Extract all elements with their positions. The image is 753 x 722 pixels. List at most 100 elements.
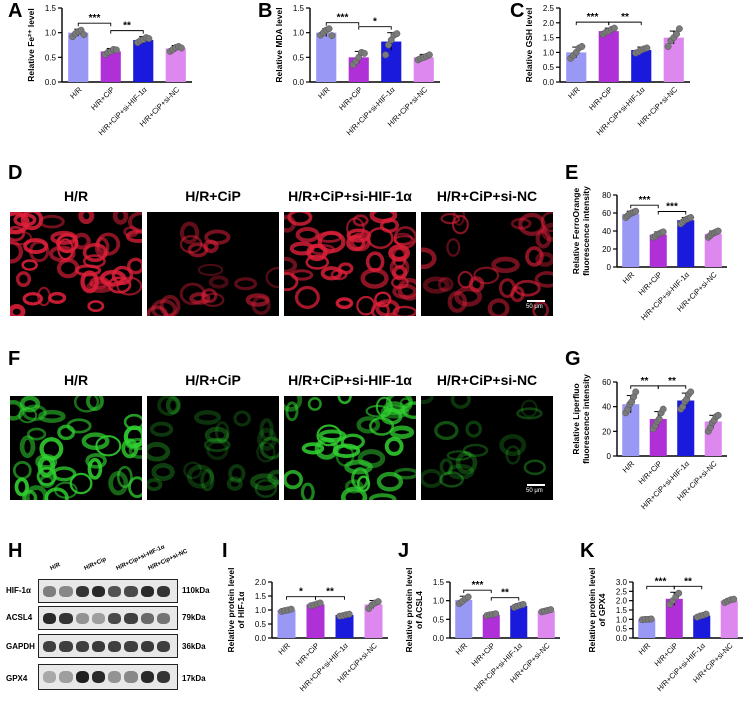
wb-band-1-1 (59, 612, 73, 624)
chart-k-point-3-3 (730, 595, 738, 603)
chart-a-point-2-4 (145, 35, 153, 43)
chart-j-bar-2 (510, 605, 528, 638)
chart-k-sig-label-1: ** (684, 576, 692, 587)
chart-j-sig-label-0: *** (472, 580, 484, 591)
chart-a-bar-3 (165, 48, 186, 82)
panel-label-g: G (565, 348, 581, 370)
micro-f-scale-bar (527, 484, 545, 486)
chart-g-ytick-label-3: 60 (602, 378, 611, 387)
chart-a-sig-label-0: *** (89, 13, 101, 24)
wb-band-1-3 (91, 612, 105, 624)
wb-band-0-4 (108, 585, 122, 597)
chart-k-point-1-3 (675, 589, 683, 597)
chart-g-point-2-5 (687, 388, 695, 396)
chart-c-sig-label-0: *** (587, 12, 599, 23)
chart-e-ytick-label-1: 20 (602, 245, 611, 254)
chart-i-point-3-3 (374, 598, 382, 606)
chart-e-point-0-5 (632, 207, 640, 215)
micro-f-image-hr (10, 396, 142, 500)
chart-e-ytick-label-4: 80 (602, 191, 611, 200)
chart-b-point-0-4 (328, 32, 336, 40)
chart-c-ytick-label-4: 2.0 (543, 19, 555, 28)
chart-a-bar-2 (133, 40, 154, 82)
chart-c-point-2-4 (643, 44, 651, 52)
chart-a-xtick-label-0: H/R (68, 85, 84, 101)
chart-g-point-3-5 (714, 411, 722, 419)
micro-f-image-cip (147, 396, 279, 500)
chart-i-sig-label-1: ** (326, 587, 334, 598)
wb-band-1-5 (124, 612, 138, 624)
wb-row-label-hif: HIF-1α (6, 586, 31, 595)
chart-i-sig-label-0: * (299, 587, 303, 598)
wb-band-0-0 (43, 585, 57, 597)
chart-a-ytick-label-0: 0.0 (45, 78, 57, 87)
chart-a-bar-0 (68, 32, 89, 82)
chart-i-xtick-label-0: H/R (276, 641, 292, 657)
chart-k-ylabel-line2: of GPX4 (597, 593, 607, 626)
wb-band-2-0 (43, 640, 57, 652)
wb-band-3-0 (43, 671, 57, 683)
chart-k-ytick-label-6: 3.0 (616, 578, 628, 587)
chart-j-sig-bracket-1 (490, 597, 520, 601)
chart-j-ytick-label-2: 1.0 (433, 597, 445, 606)
wb-band-2-2 (75, 640, 89, 652)
chart-a-sig-bracket-0 (77, 22, 112, 27)
wb-row-label-gapdh: GAPDH (6, 642, 35, 651)
chart-c-xtick-label-0: H/R (566, 85, 582, 101)
chart-c-ytick-label-3: 1.5 (543, 34, 555, 43)
chart-i-xtick-label-1: H/R+CiP (294, 641, 321, 668)
chart-c-ytick-label-0: 0.0 (543, 78, 555, 87)
micro-d-image-hr (10, 212, 142, 316)
chart-g-sig-label-0: ** (641, 376, 649, 387)
chart-k-bar-0 (638, 619, 656, 638)
micro-f-image-si-nc (421, 396, 553, 500)
chart-a-ytick-label-2: 1.0 (45, 29, 57, 38)
wb-kda-gapdh: 36kDa (182, 642, 206, 651)
chart-b-ytick-label-3: 1.5 (293, 4, 305, 13)
chart-c-point-3-0 (664, 43, 672, 50)
chart-a-bar-1 (100, 51, 121, 82)
wb-row-label-gpx4: GPX4 (6, 674, 28, 683)
chart-a-point-3-4 (177, 44, 185, 52)
chart-i-ytick-label-2: 1.0 (255, 606, 267, 615)
chart-k-point-2-3 (702, 610, 710, 618)
chart-k-ytick-label-5: 2.5 (616, 587, 628, 596)
chart-j-ytick-label-1: 0.5 (433, 615, 445, 624)
chart-c-bar-1 (598, 31, 619, 83)
chart-e-xtick-label-2: H/R+CiP+si-HIF-1α (639, 270, 692, 323)
chart-g-ytick-label-0: 0 (607, 452, 612, 461)
chart-e-xtick-label-1: H/R+CiP (637, 270, 664, 297)
chart-b-ylabel: Relative MDA level (274, 7, 284, 82)
chart-i-xtick-label-2: H/R+CiP+si-HIF-1α (298, 641, 351, 694)
wb-band-3-4 (108, 671, 122, 683)
wb-band-2-3 (91, 640, 105, 652)
chart-e-point-1-5 (659, 228, 667, 236)
panel-label-c: C (510, 0, 525, 22)
chart-g-sig-bracket-1 (657, 385, 687, 389)
chart-g-point-1-5 (659, 405, 667, 413)
chart-g-xtick-label-2: H/R+CiP+si-HIF-1α (639, 459, 692, 512)
chart-g-ytick-label-1: 20 (602, 427, 611, 436)
wb-blot-acsl4 (38, 606, 178, 630)
chart-k-ytick-label-4: 2.0 (616, 597, 628, 606)
chart-g-ylabel-line2: fluorescence intensity (581, 374, 591, 464)
wb-band-1-0 (43, 612, 57, 624)
chart-b-point-0-3 (325, 25, 333, 33)
chart-k-ytick-label-3: 1.5 (616, 606, 628, 615)
chart-g-ylabel-line1: Relative Liperfluo (571, 383, 581, 454)
chart-k-xtick-label-1: H/R+CiP (653, 641, 680, 668)
chart-i-point-0-3 (287, 605, 295, 613)
chart-k-ytick-label-0: 0.0 (616, 634, 628, 643)
chart-c-point-1-4 (610, 24, 618, 32)
chart-a-ytick-label-1: 0.5 (45, 53, 57, 62)
chart-e-bar-3 (704, 233, 722, 267)
wb-band-2-1 (59, 640, 73, 652)
wb-band-1-6 (140, 612, 154, 624)
chart-c-ytick-label-5: 2.5 (543, 4, 555, 13)
chart-b-bar-3 (413, 57, 434, 82)
micro-d-header-2: H/R+CiP (185, 188, 241, 204)
chart-j-ytick-label-3: 1.5 (433, 578, 445, 587)
chart-c-ylabel: Relative GSH level (524, 8, 534, 83)
wb-band-2-7 (156, 640, 170, 652)
wb-band-0-1 (59, 585, 73, 597)
